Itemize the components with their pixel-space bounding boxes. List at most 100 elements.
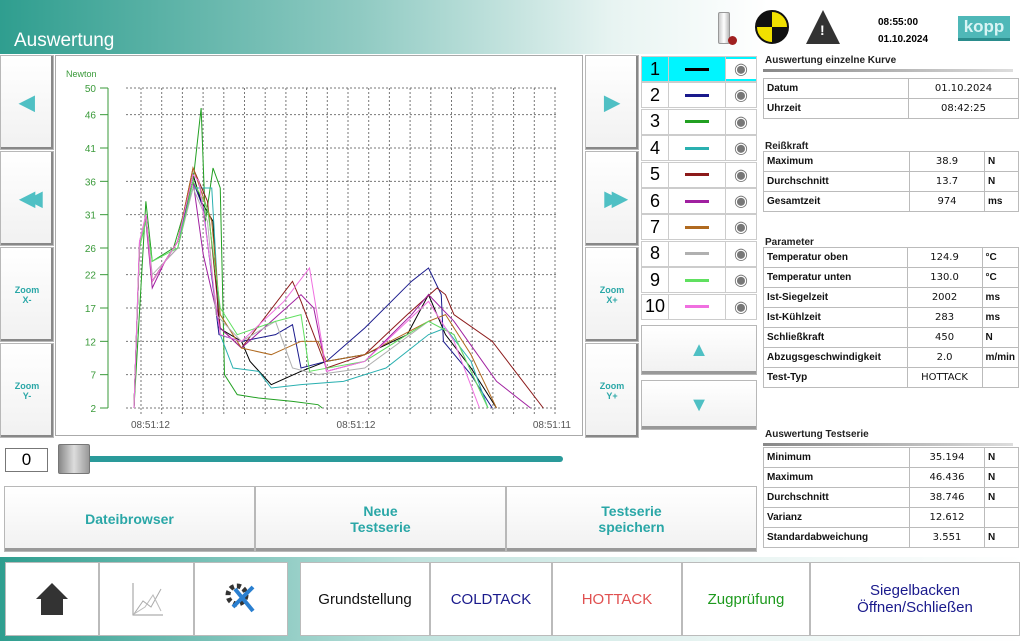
zoom-x-plus-button[interactable]: Zoom X+ (585, 247, 639, 342)
row-label: Ist-Kühlzeit (763, 307, 908, 328)
table-row: Test-Typ HOTTACK (763, 367, 1020, 388)
fast-forward-button[interactable]: ▶▶ (585, 151, 639, 246)
info-table: Datum 01.10.2024 Uhrzeit 08:42:25 (763, 78, 1019, 119)
clock-date: 01.10.2024 (878, 34, 929, 45)
slider-track[interactable] (85, 456, 563, 462)
series-line-10 (133, 173, 480, 409)
zoom-y-plus-button[interactable]: Zoom Y+ (585, 343, 639, 438)
row-label: Datum (763, 78, 909, 99)
double-arrow-left-icon: ◀◀ (19, 188, 43, 210)
slider-value-field[interactable]: 0 (5, 448, 48, 472)
row-label: Schließkraft (763, 327, 908, 348)
row-label: Standardabweichung (763, 527, 910, 548)
row-unit: N (984, 527, 1019, 548)
home-button[interactable] (5, 562, 99, 636)
save-series-button[interactable]: Testserie speichern (506, 486, 757, 552)
legend-color-swatch (668, 108, 726, 135)
arrow-up-icon: ▲ (689, 338, 709, 361)
row-label: Maximum (763, 151, 910, 172)
row-unit: N (984, 447, 1019, 468)
legend-number: 1 (649, 58, 660, 79)
nav-button-zugprüfung[interactable]: Zugprüfung (682, 562, 810, 636)
legend-item-4[interactable]: 4 ◉ (641, 135, 757, 162)
row-value: 01.10.2024 (908, 78, 1019, 99)
table-row: Minimum 35.194 N (763, 447, 1019, 468)
x-tick-label: 08:51:12 (337, 420, 376, 431)
legend-color-swatch (668, 82, 726, 109)
nav-button-grundstellung[interactable]: Grundstellung (300, 562, 430, 636)
slider-thumb[interactable] (58, 444, 90, 474)
row-unit (981, 367, 1020, 388)
row-value: 283 (906, 307, 983, 328)
eye-icon[interactable]: ◉ (726, 243, 756, 264)
eye-icon[interactable]: ◉ (726, 138, 756, 159)
eye-icon[interactable]: ◉ (726, 85, 756, 106)
chart-icon (132, 583, 163, 616)
row-label: Abzugsgeschwindigkeit (763, 347, 908, 368)
row-unit: ms (984, 191, 1019, 212)
row-label: Durchschnitt (763, 171, 910, 192)
scroll-down-button[interactable]: ▼ (641, 380, 757, 430)
legend-item-9[interactable]: 9 ◉ (641, 267, 757, 294)
calibration-target-icon[interactable] (755, 10, 789, 44)
arrow-down-icon: ▼ (689, 393, 709, 416)
row-label: Minimum (763, 447, 910, 468)
file-browser-button[interactable]: Dateibrowser (4, 486, 255, 552)
legend-item-1[interactable]: 1 ◉ (641, 56, 757, 82)
row-value: 450 (906, 327, 983, 348)
table-row: Standardabweichung 3.551 N (763, 527, 1019, 548)
table-row: Maximum 46.436 N (763, 467, 1019, 488)
settings-tools-icon (225, 583, 255, 613)
legend-item-10[interactable]: 10 ◉ (641, 293, 757, 320)
row-value: 46.436 (909, 467, 985, 488)
eye-icon[interactable]: ◉ (726, 164, 756, 185)
legend-item-5[interactable]: 5 ◉ (641, 161, 757, 188)
y-tick-label: 17 (85, 304, 97, 315)
forward-button[interactable]: ▶ (585, 55, 639, 150)
eye-icon[interactable]: ◉ (726, 111, 756, 132)
divider (763, 69, 1013, 72)
row-label: Test-Typ (763, 367, 908, 388)
legend-item-6[interactable]: 6 ◉ (641, 188, 757, 214)
new-series-button[interactable]: Neue Testserie (255, 486, 506, 552)
warning-icon[interactable] (806, 10, 840, 44)
row-value: 08:42:25 (908, 98, 1019, 119)
eye-icon[interactable]: ◉ (726, 296, 756, 317)
eye-icon[interactable]: ◉ (726, 191, 756, 211)
header-bar (0, 0, 1024, 54)
row-value: 2002 (906, 287, 983, 308)
eye-icon[interactable]: ◉ (726, 217, 756, 238)
legend-number: 7 (649, 216, 660, 237)
table-row: Durchschnitt 13.7 N (763, 171, 1019, 192)
zoom-x-minus-button[interactable]: Zoom X- (0, 247, 54, 342)
series-eval-table: Minimum 35.194 N Maximum 46.436 N Durchschnitt… (763, 447, 1019, 548)
eye-icon[interactable]: ◉ (726, 270, 756, 291)
chart-button[interactable] (99, 562, 194, 636)
settings-button[interactable] (194, 562, 288, 636)
row-value: 38.746 (909, 487, 985, 508)
parameter-table: Temperatur oben 124.9 °C Temperatur unten 13… (763, 247, 1020, 388)
row-value: 35.194 (909, 447, 985, 468)
nav-button-hottack[interactable]: HOTTACK (552, 562, 682, 636)
legend-item-7[interactable]: 7 ◉ (641, 214, 757, 241)
series-line-2 (133, 179, 493, 409)
force-chart[interactable]: 50 46 41 36 31 26 22 17 12 7 2 Newton 08:51:12 08:51:… (55, 55, 583, 436)
fast-back-button[interactable]: ◀◀ (0, 151, 54, 246)
row-value: 38.9 (909, 151, 985, 172)
force-table: Maximum 38.9 N Durchschnitt 13.7 N Gesamtzeit 9… (763, 151, 1019, 212)
eye-icon[interactable]: ◉ (726, 59, 756, 79)
home-icon (36, 583, 68, 615)
legend-number: 8 (649, 243, 660, 264)
y-tick-label: 50 (85, 84, 97, 95)
nav-button-coldtack[interactable]: COLDTACK (430, 562, 552, 636)
row-value: 130.0 (906, 267, 983, 288)
legend-item-3[interactable]: 3 ◉ (641, 108, 757, 135)
back-button[interactable]: ◀ (0, 55, 54, 150)
nav-button-siegelbacken[interactable]: Siegelbacken Öffnen/Schließen (810, 562, 1020, 636)
legend-item-2[interactable]: 2 ◉ (641, 82, 757, 109)
zoom-y-minus-button[interactable]: Zoom Y- (0, 343, 54, 438)
table-row: Schließkraft 450 N (763, 327, 1020, 348)
legend-color-swatch (668, 56, 726, 82)
legend-item-8[interactable]: 8 ◉ (641, 240, 757, 267)
scroll-up-button[interactable]: ▲ (641, 325, 757, 375)
